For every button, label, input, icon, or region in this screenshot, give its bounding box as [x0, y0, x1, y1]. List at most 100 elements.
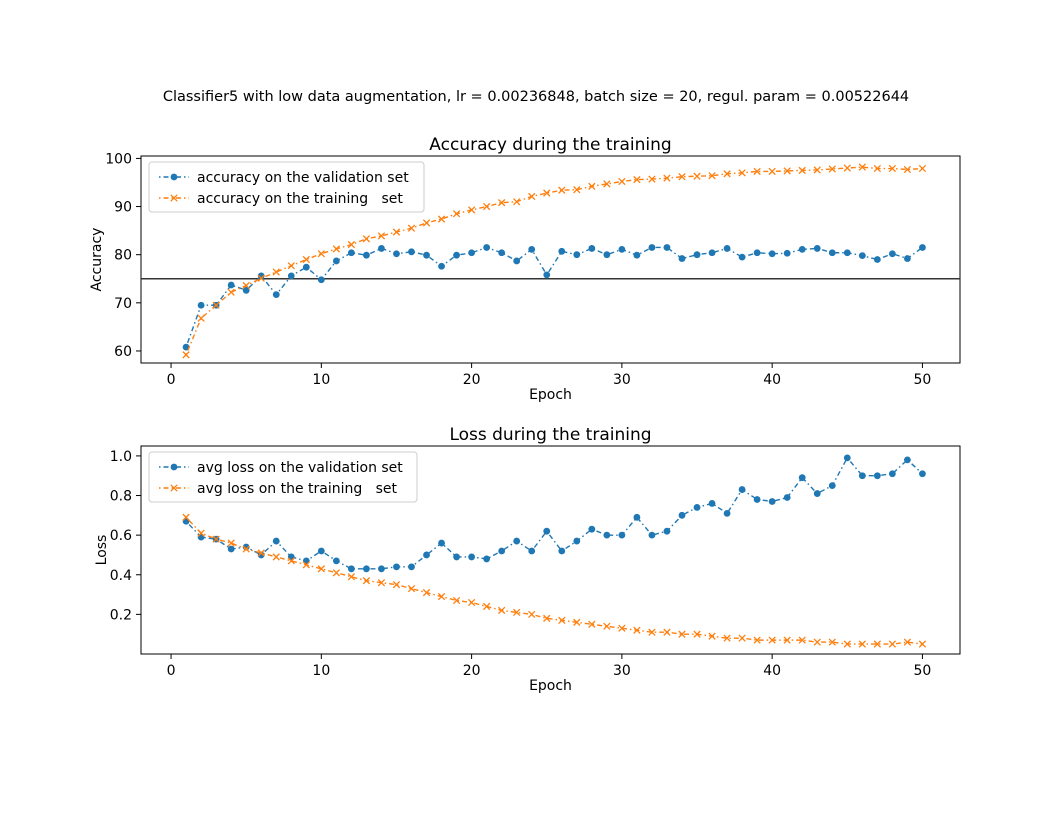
accuracy-validation-point	[257, 272, 265, 280]
loss-validation-point	[378, 565, 385, 573]
loss-training-point	[482, 602, 491, 611]
accuracy-validation-point	[347, 249, 355, 257]
accuracy-training-point	[858, 163, 866, 171]
loss-ytick-label: 0.6	[110, 528, 132, 544]
loss-validation-point	[498, 547, 506, 555]
accuracy-validation-point	[513, 257, 521, 265]
loss-validation-point	[408, 563, 415, 571]
loss-training-point	[347, 573, 356, 581]
accuracy-validation-point	[738, 253, 746, 261]
loss-training-point	[753, 636, 761, 644]
loss-training-point	[272, 553, 280, 561]
accuracy-validation-point	[858, 252, 866, 260]
loss-ytick-label: 0.8	[110, 489, 132, 505]
loss-validation-point	[227, 545, 235, 553]
loss-training-point	[422, 588, 431, 597]
loss-training-point	[437, 592, 446, 601]
loss-training-point	[377, 579, 386, 587]
loss-validation-point	[858, 472, 866, 480]
loss-training-point	[287, 557, 295, 565]
accuracy-validation-point	[227, 281, 235, 289]
accuracy-xtick-label: 50	[914, 372, 932, 388]
loss-legend-box	[148, 451, 418, 503]
loss-validation-point	[738, 486, 746, 493]
accuracy-validation-point	[888, 250, 896, 258]
accuracy-validation-point	[798, 245, 806, 253]
loss-validation-point	[363, 565, 370, 573]
accuracy-xtick-label: 10	[312, 372, 330, 388]
loss-subplot: Loss during the training 0 10 20 30 40 50 0.2 0.…	[94, 425, 961, 694]
accuracy-validation-point	[663, 244, 671, 251]
loss-ytick-label: 0.2	[110, 607, 132, 623]
accuracy-training-point	[738, 169, 746, 177]
loss-validation-point	[558, 547, 566, 555]
loss-xtick-label: 20	[463, 663, 481, 679]
loss-training-point	[452, 596, 461, 605]
loss-validation-point	[888, 470, 896, 478]
accuracy-validation-point	[363, 251, 370, 259]
loss-training-point	[212, 535, 220, 543]
accuracy-training-point	[708, 172, 716, 180]
loss-training-point	[407, 584, 416, 593]
accuracy-validation-point	[693, 251, 701, 259]
accuracy-xtick-label: 0	[167, 372, 176, 388]
loss-validation-point	[663, 527, 671, 535]
loss-ytick-label: 1.0	[110, 449, 132, 465]
accuracy-training-point	[903, 165, 912, 174]
loss-validation-point	[873, 472, 881, 480]
accuracy-validation-point	[453, 251, 460, 259]
loss-title: Loss during the training	[449, 425, 651, 445]
accuracy-validation-point	[633, 251, 641, 259]
accuracy-validation-point	[302, 263, 310, 271]
accuracy-training-point	[768, 167, 776, 176]
loss-training-point	[543, 614, 551, 623]
accuracy-training-point	[377, 232, 386, 240]
accuracy-validation-point	[423, 251, 430, 259]
loss-training-point	[227, 539, 235, 547]
loss-training-point	[693, 630, 701, 638]
loss-xtick-label: 0	[167, 663, 176, 679]
loss-training-point	[362, 577, 371, 585]
accuracy-validation-point	[272, 291, 280, 299]
accuracy-validation-point	[783, 249, 791, 257]
loss-validation-point	[588, 525, 596, 533]
loss-training-point	[392, 581, 401, 589]
accuracy-validation-point	[919, 244, 926, 251]
loss-training-point	[783, 636, 791, 644]
loss-training-point	[888, 640, 897, 648]
loss-validation-point	[272, 537, 280, 545]
loss-training-point	[678, 630, 686, 638]
accuracy-training-point	[678, 173, 686, 181]
loss-validation-point	[678, 511, 686, 519]
accuracy-validation-point	[618, 245, 626, 253]
accuracy-validation-point	[182, 343, 190, 351]
accuracy-validation-point	[242, 286, 250, 294]
loss-training-point	[513, 608, 521, 617]
accuracy-validation-legend-label: accuracy on the validation set	[197, 170, 409, 186]
loss-training-point	[302, 561, 310, 569]
loss-training-point	[738, 634, 746, 642]
accuracy-training-point	[498, 199, 506, 207]
loss-training-point	[858, 640, 866, 648]
accuracy-training-point	[813, 166, 821, 174]
loss-training-point	[918, 640, 927, 648]
accuracy-training-point	[798, 166, 806, 175]
accuracy-ytick-label: 100	[105, 151, 132, 167]
loss-ylabel: Loss	[94, 535, 110, 566]
accuracy-validation-point	[558, 247, 566, 255]
loss-training-point	[828, 638, 836, 646]
accuracy-training-point	[693, 172, 701, 180]
loss-validation-point	[798, 474, 806, 482]
accuracy-validation-point	[287, 272, 295, 280]
accuracy-validation-point	[678, 255, 686, 262]
accuracy-training-point	[648, 175, 656, 183]
loss-validation-point	[708, 500, 716, 507]
accuracy-training-point	[332, 245, 341, 253]
accuracy-training-point	[753, 167, 761, 176]
accuracy-xtick-label: 40	[763, 372, 781, 388]
loss-xtick-label: 50	[914, 663, 932, 679]
accuracy-training-point	[407, 224, 416, 232]
loss-validation-point	[828, 482, 836, 490]
accuracy-validation-point	[723, 245, 731, 252]
